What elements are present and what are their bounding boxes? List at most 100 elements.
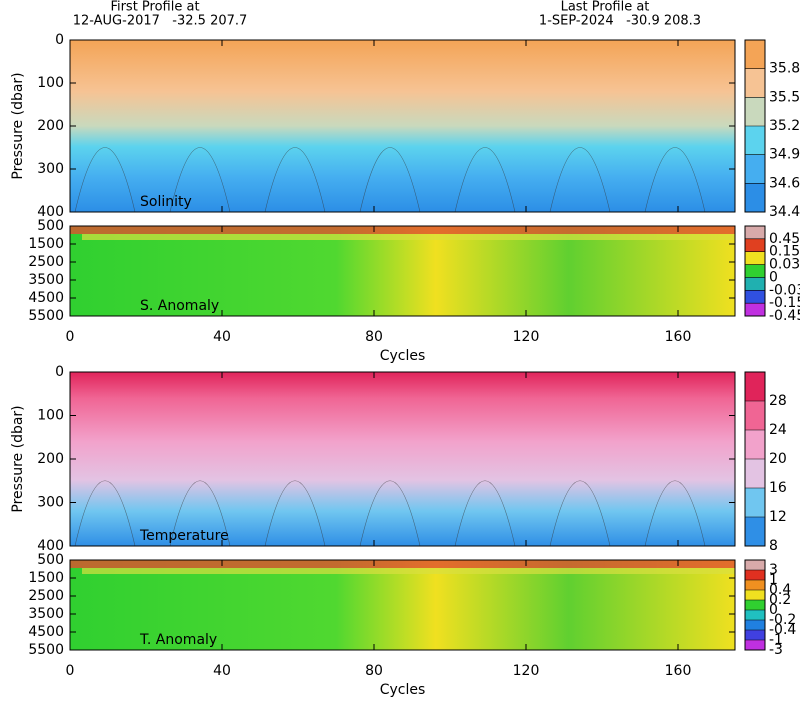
y-tick-label: 4500 [28, 290, 64, 306]
y-tick-label: 3500 [28, 606, 64, 622]
y-tick-label: 1500 [28, 236, 64, 252]
header-text: Last Profile at [561, 0, 650, 15]
plot-frame [69, 225, 736, 317]
colorbar-tick-label: -3 [769, 642, 783, 658]
panel-label: Temperature [139, 528, 229, 544]
y-tick-label: 0 [55, 364, 64, 380]
y-tick-label: 400 [37, 538, 64, 554]
contour [644, 480, 706, 547]
y-tick-label: 500 [37, 552, 64, 568]
heatmap-field [70, 226, 735, 316]
x-tick-label: 120 [513, 663, 540, 679]
contour [264, 147, 326, 213]
colorbar-tick-label: 3 [769, 562, 778, 578]
colorbar-cell [745, 226, 765, 239]
y-tick-label: 5500 [28, 642, 64, 658]
colorbar-tick-label: 8 [769, 538, 778, 554]
colorbar-tick-label: -0.45 [769, 308, 800, 324]
x-tick-label: 120 [513, 329, 540, 345]
x-tick-label: 0 [66, 663, 75, 679]
colorbar-cell [745, 40, 765, 69]
heatmap-field [70, 560, 735, 650]
heatmap-field [82, 568, 735, 574]
colorbar-cell [745, 277, 765, 291]
contour [644, 147, 706, 213]
colorbar-cell [745, 126, 765, 155]
header-text: 1-SEP-2024 -30.9 208.3 [539, 14, 701, 29]
contour [264, 480, 326, 547]
colorbar-cell [745, 640, 765, 650]
colorbar-cell [745, 238, 765, 252]
colorbar-cell [745, 430, 765, 459]
colorbar-tick-label: 12 [769, 509, 787, 525]
colorbar-tick-label: -0.03 [769, 282, 800, 298]
panel-label: Solinity [140, 194, 192, 210]
y-tick-label: 100 [37, 408, 64, 424]
contour [359, 480, 421, 547]
y-axis-label: Pressure (dbar) [10, 72, 26, 179]
y-tick-label: 300 [37, 161, 64, 177]
y-tick-label: 100 [37, 75, 64, 91]
colorbar-cell [745, 290, 765, 304]
x-tick-label: 160 [665, 663, 692, 679]
y-tick-label: 200 [37, 118, 64, 134]
x-tick-label: 40 [213, 329, 231, 345]
colorbar-cell [745, 620, 765, 630]
colorbar-tick-label: 20 [769, 451, 787, 467]
y-tick-label: 400 [37, 204, 64, 220]
colorbar-cell [745, 303, 765, 316]
colorbar-tick-label: -0.2 [769, 612, 796, 628]
heatmap-field [70, 372, 735, 546]
colorbar-tick-label: 34.4 [769, 204, 800, 220]
y-tick-label: 1500 [28, 570, 64, 586]
colorbar-tick-label: 0.2 [769, 592, 791, 608]
colorbar-cell [745, 264, 765, 278]
y-tick-label: 0 [55, 32, 64, 48]
colorbar-tick-label: 0.45 [769, 231, 800, 247]
x-tick-label: 0 [66, 329, 75, 345]
contour [454, 480, 516, 547]
colorbar-cell [745, 488, 765, 517]
colorbar-tick-label: 34.96 [769, 147, 800, 163]
colorbar-cell [745, 600, 765, 610]
y-tick-label: 300 [37, 495, 64, 511]
y-tick-label: 4500 [28, 624, 64, 640]
y-tick-label: 2500 [28, 588, 64, 604]
y-tick-label: 500 [37, 218, 64, 234]
colorbar-tick-label: 28 [769, 393, 787, 409]
x-tick-label: 40 [213, 663, 231, 679]
heatmap-field [82, 234, 735, 240]
heatmap-field [70, 560, 735, 568]
colorbar-tick-label: 0.4 [769, 582, 791, 598]
contour [359, 147, 421, 213]
colorbar-tick-label: 0.15 [769, 244, 800, 260]
colorbar-cell [745, 97, 765, 126]
plot-frame [69, 559, 736, 651]
y-tick-label: 3500 [28, 272, 64, 288]
colorbar-cell [745, 401, 765, 430]
contour [169, 147, 231, 213]
colorbar-cell [745, 630, 765, 640]
x-axis-label: Cycles [380, 682, 426, 698]
panel-label: S. Anomaly [140, 298, 219, 314]
colorbar-tick-label: 35.52 [769, 89, 800, 105]
header-text: First Profile at [110, 0, 199, 15]
colorbar-cell [745, 570, 765, 580]
colorbar-cell [745, 372, 765, 401]
heatmap-field [70, 226, 735, 234]
x-axis-label: Cycles [380, 348, 426, 364]
panel-label: T. Anomaly [139, 632, 217, 648]
colorbar-tick-label: -1 [769, 632, 783, 648]
y-tick-label: 200 [37, 451, 64, 467]
colorbar-tick-label: 0 [769, 269, 778, 285]
contour [74, 480, 136, 547]
colorbar-cell [745, 154, 765, 184]
colorbar-tick-label: 0.03 [769, 257, 800, 273]
x-tick-label: 160 [665, 329, 692, 345]
colorbar-cell [745, 580, 765, 590]
x-tick-label: 80 [365, 663, 383, 679]
colorbar-cell [745, 590, 765, 600]
colorbar-tick-label: -0.4 [769, 622, 796, 638]
heatmap-field [70, 40, 735, 212]
